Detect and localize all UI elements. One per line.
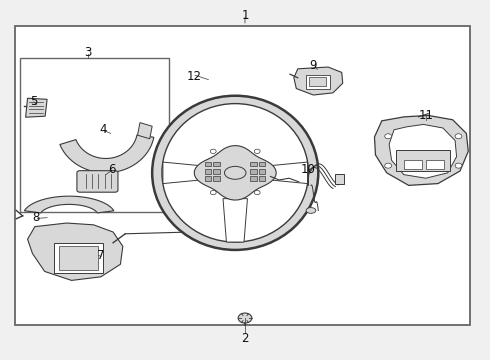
Bar bbox=[54, 243, 103, 273]
Polygon shape bbox=[138, 123, 152, 139]
Polygon shape bbox=[25, 98, 47, 117]
Bar bbox=[259, 169, 265, 174]
Ellipse shape bbox=[162, 104, 309, 242]
Ellipse shape bbox=[254, 149, 260, 153]
Ellipse shape bbox=[238, 313, 252, 323]
Ellipse shape bbox=[224, 166, 246, 179]
Bar bbox=[213, 162, 220, 166]
Ellipse shape bbox=[306, 208, 316, 213]
Bar bbox=[335, 174, 344, 184]
Text: 4: 4 bbox=[99, 123, 107, 136]
Ellipse shape bbox=[385, 134, 392, 139]
Polygon shape bbox=[163, 162, 200, 184]
Text: 2: 2 bbox=[241, 332, 249, 345]
Text: 7: 7 bbox=[97, 249, 104, 262]
Bar bbox=[205, 169, 211, 174]
Ellipse shape bbox=[455, 163, 462, 168]
Polygon shape bbox=[195, 145, 276, 200]
Ellipse shape bbox=[254, 190, 260, 195]
Polygon shape bbox=[223, 199, 247, 242]
Text: 11: 11 bbox=[418, 109, 433, 122]
Bar bbox=[20, 58, 169, 212]
Bar bbox=[404, 160, 422, 168]
Bar bbox=[297, 174, 308, 185]
Bar bbox=[259, 162, 265, 166]
Text: 1: 1 bbox=[241, 9, 249, 22]
Text: 9: 9 bbox=[310, 59, 317, 72]
Text: 3: 3 bbox=[84, 46, 91, 59]
Bar bbox=[259, 176, 265, 181]
Bar bbox=[250, 169, 257, 174]
Polygon shape bbox=[24, 196, 114, 213]
Text: 12: 12 bbox=[186, 69, 201, 82]
Ellipse shape bbox=[385, 163, 392, 168]
Ellipse shape bbox=[455, 134, 462, 139]
Polygon shape bbox=[270, 162, 308, 184]
Ellipse shape bbox=[210, 190, 216, 195]
Polygon shape bbox=[60, 135, 154, 173]
Bar bbox=[213, 169, 220, 174]
Bar bbox=[205, 176, 211, 181]
Polygon shape bbox=[389, 125, 457, 178]
Bar bbox=[15, 26, 470, 325]
Bar bbox=[205, 162, 211, 166]
Ellipse shape bbox=[210, 149, 216, 153]
Bar bbox=[59, 246, 98, 270]
Bar bbox=[426, 160, 444, 168]
Text: 10: 10 bbox=[301, 163, 316, 176]
Bar bbox=[213, 176, 220, 181]
Bar bbox=[310, 77, 326, 86]
FancyBboxPatch shape bbox=[77, 171, 118, 192]
Ellipse shape bbox=[152, 96, 318, 250]
Text: 5: 5 bbox=[30, 95, 38, 108]
Bar bbox=[306, 75, 330, 89]
Polygon shape bbox=[27, 223, 123, 280]
Bar bbox=[396, 149, 450, 171]
Polygon shape bbox=[294, 67, 343, 95]
Polygon shape bbox=[374, 116, 468, 185]
Bar bbox=[250, 162, 257, 166]
Text: 6: 6 bbox=[108, 163, 116, 176]
Text: 8: 8 bbox=[32, 211, 40, 224]
Bar bbox=[250, 176, 257, 181]
